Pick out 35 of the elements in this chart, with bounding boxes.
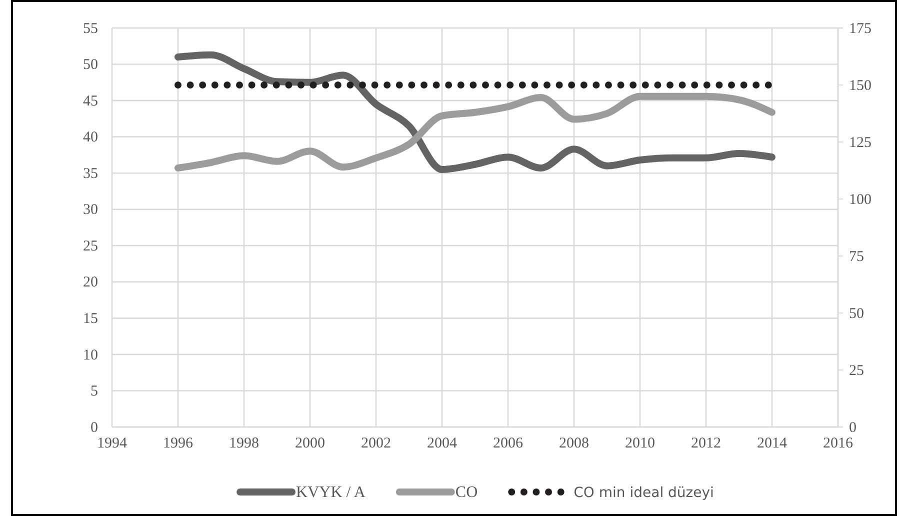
legend-label: CO min ideal düzeyi: [574, 485, 714, 501]
x-tick-label: 1996: [163, 436, 194, 452]
y-tick-label: 0: [90, 420, 98, 436]
y-tick-label: 15: [83, 310, 98, 327]
legend-label: CO: [455, 484, 478, 501]
y2-tick-label: 75: [849, 248, 864, 265]
y2-tick-label: 100: [849, 192, 872, 208]
x-tick-label: 2012: [691, 436, 721, 452]
x-tick-label: 2004: [427, 436, 458, 452]
x-tick-label: 2014: [757, 436, 788, 452]
y-tick-label: 5: [90, 384, 98, 400]
y-tick-label: 55: [83, 20, 98, 37]
y2-tick-label: 25: [849, 362, 864, 379]
x-tick-label: 2016: [823, 436, 854, 452]
legend-label: KVYK / A: [296, 484, 366, 501]
y-tick-label: 40: [83, 130, 98, 146]
y2-tick-label: 150: [849, 78, 872, 94]
y-tick-label: 45: [83, 93, 98, 110]
x-tick-label: 2002: [361, 436, 391, 452]
y2-tick-label: 125: [849, 134, 872, 151]
x-tick-label: 2008: [559, 436, 589, 452]
y-tick-label: 50: [83, 57, 98, 74]
y2-tick-label: 0: [849, 420, 856, 436]
x-tick-label: 2000: [295, 436, 325, 452]
y-tick-label: 25: [83, 238, 98, 254]
x-tick-label: 1998: [229, 436, 259, 452]
y-tick-label: 30: [83, 202, 98, 218]
y2-tick-label: 50: [849, 306, 864, 322]
x-tick-label: 2010: [625, 436, 655, 452]
y-tick-label: 10: [83, 347, 98, 364]
y-tick-label: 35: [83, 166, 98, 182]
y2-tick-label: 175: [849, 20, 872, 37]
x-tick-label: 1994: [97, 436, 128, 452]
y-tick-label: 20: [83, 274, 98, 291]
x-tick-label: 2006: [493, 436, 524, 452]
